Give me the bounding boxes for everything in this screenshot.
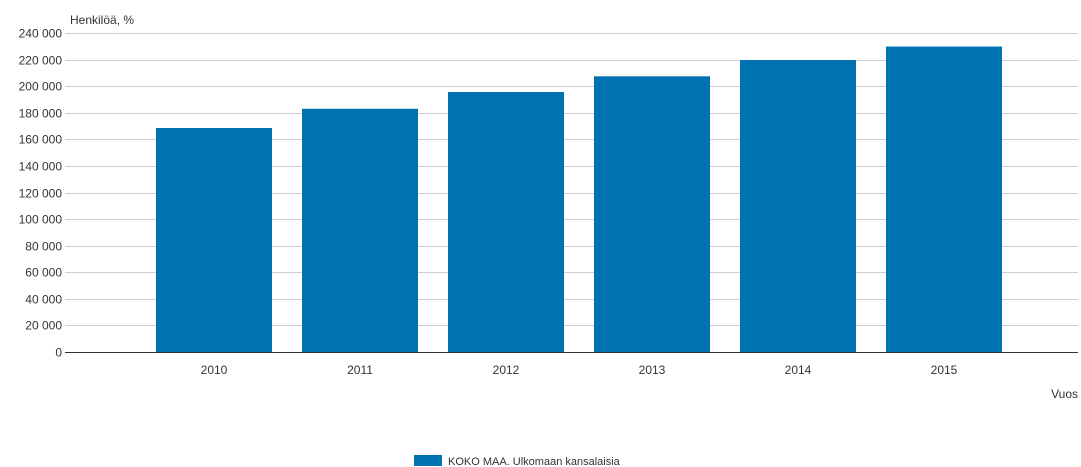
- x-tick-label: 2013: [639, 363, 666, 377]
- x-tick-label: 2015: [931, 363, 958, 377]
- y-tick-label: 180 000: [19, 107, 63, 121]
- bar-2013[interactable]: [594, 76, 710, 352]
- y-tick-label: 20 000: [25, 319, 62, 333]
- x-axis-tick-labels: 2010 2011 2012 2013 2014 2015: [201, 363, 958, 377]
- y-axis-title: Henkilöä, %: [70, 13, 134, 27]
- y-tick-label: 140 000: [19, 160, 63, 174]
- x-tick-label: 2011: [347, 363, 373, 377]
- y-tick-label: 0: [55, 346, 62, 360]
- bars: [156, 46, 1002, 353]
- bar-2010[interactable]: [156, 128, 272, 352]
- y-tick-label: 100 000: [19, 213, 63, 227]
- legend[interactable]: KOKO MAA. Ulkomaan kansalaisia: [414, 455, 621, 467]
- bar-2014[interactable]: [740, 59, 856, 352]
- y-tick-label: 60 000: [25, 266, 62, 280]
- x-tick-label: 2010: [201, 363, 228, 377]
- bar-2015[interactable]: [886, 46, 1002, 353]
- y-tick-label: 240 000: [19, 27, 63, 41]
- bar-2012[interactable]: [448, 92, 564, 352]
- y-tick-label: 200 000: [19, 80, 63, 94]
- y-tick-label: 160 000: [19, 133, 63, 147]
- legend-label: KOKO MAA. Ulkomaan kansalaisia: [448, 456, 621, 467]
- y-tick-label: 220 000: [19, 54, 63, 68]
- y-axis-tick-labels: 0 20 000 40 000 60 000 80 000 100 000 120 000 1…: [19, 27, 63, 360]
- y-tick-label: 40 000: [25, 293, 62, 307]
- bar-2011[interactable]: [302, 108, 418, 352]
- y-tick-label: 80 000: [25, 240, 62, 254]
- x-tick-label: 2012: [493, 363, 520, 377]
- y-tick-label: 120 000: [19, 187, 63, 201]
- legend-swatch: [414, 455, 442, 466]
- x-axis-title: Vuos: [1051, 387, 1078, 401]
- x-tick-label: 2014: [785, 363, 812, 377]
